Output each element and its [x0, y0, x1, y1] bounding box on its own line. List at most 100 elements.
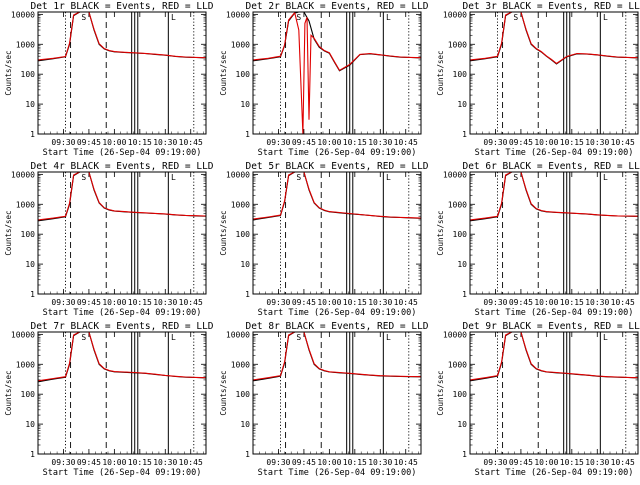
x-tick-label: 09:30	[51, 458, 75, 467]
y-tick-label: 10000	[443, 10, 467, 19]
x-tick-label: 09:45	[292, 138, 316, 147]
x-tick-label: 09:30	[51, 298, 75, 307]
x-tick-label: 10:30	[368, 458, 392, 467]
y-tick-label: 1000	[448, 360, 467, 369]
series-line-lld	[470, 12, 638, 65]
x-tick-label: 09:30	[266, 298, 290, 307]
chart-plot-area	[253, 12, 421, 134]
x-axis-label: Start Time (26-Sep-04 09:19:00)	[475, 468, 634, 478]
x-tick-label: 10:15	[560, 458, 584, 467]
x-tick-label: 10:15	[343, 298, 367, 307]
series-line-events	[470, 172, 638, 222]
flag-label-l: L	[386, 333, 391, 342]
y-tick-label: 100	[236, 70, 251, 79]
y-tick-label: 10	[457, 420, 467, 429]
y-tick-label: 10	[240, 100, 250, 109]
y-tick-label: 10000	[443, 170, 467, 179]
x-axis-label: Start Time (26-Sep-04 09:19:00)	[43, 148, 202, 158]
y-tick-label: 10	[457, 260, 467, 269]
series-line-lld	[470, 172, 638, 221]
flag-label-s: S	[296, 333, 301, 342]
x-tick-label: 09:30	[483, 138, 507, 147]
plot-frame	[469, 331, 639, 455]
chart-panel: Det 9r BLACK = Events, RED = LLD 1 10 100 10…	[436, 321, 640, 478]
y-tick-label: 1	[245, 450, 250, 459]
y-tick-label: 100	[236, 230, 251, 239]
flag-label-l: L	[171, 13, 176, 22]
y-tick-label: 10	[457, 100, 467, 109]
series-line-lld	[470, 332, 638, 381]
x-axis-label: Start Time (26-Sep-04 09:19:00)	[43, 468, 202, 478]
x-tick-label: 10:15	[560, 298, 584, 307]
x-tick-label: 10:15	[343, 458, 367, 467]
series-line-events	[253, 332, 421, 382]
x-tick-label: 10:30	[153, 138, 177, 147]
y-tick-label: 100	[236, 390, 251, 399]
chart-title: Det 1r BLACK = Events, RED = LLD	[30, 1, 213, 12]
x-tick-label: 10:30	[368, 298, 392, 307]
x-tick-label: 10:45	[611, 458, 635, 467]
chart-plot-area	[38, 12, 206, 134]
x-tick-label: 10:45	[394, 138, 418, 147]
chart-title: Det 7r BLACK = Events, RED = LLD	[30, 321, 213, 332]
y-tick-label: 10	[240, 260, 250, 269]
y-axis-label: Counts/sec	[219, 210, 228, 255]
x-axis-label: Start Time (26-Sep-04 09:19:00)	[475, 148, 634, 158]
flag-label-s: S	[513, 333, 518, 342]
y-tick-label: 1000	[16, 200, 35, 209]
chart-title: Det 5r BLACK = Events, RED = LLD	[245, 161, 428, 172]
chart-panel: Det 4r BLACK = Events, RED = LLD 1 10 100 10…	[4, 161, 214, 318]
chart-plot-area	[253, 332, 421, 454]
chart-title: Det 8r BLACK = Events, RED = LLD	[245, 321, 428, 332]
y-tick-label: 1000	[231, 200, 250, 209]
plot-frame	[469, 171, 639, 295]
x-tick-label: 10:30	[585, 458, 609, 467]
chart-plot-area	[470, 332, 638, 454]
series-line-events	[38, 172, 206, 222]
plot-frame	[37, 11, 207, 135]
y-tick-label: 1000	[16, 360, 35, 369]
x-tick-label: 10:00	[534, 458, 558, 467]
y-axis-label: Counts/sec	[219, 50, 228, 95]
y-tick-label: 1000	[448, 40, 467, 49]
flag-label-s: S	[81, 333, 86, 342]
y-tick-label: 100	[21, 390, 36, 399]
x-tick-label: 10:45	[394, 458, 418, 467]
y-axis-label: Counts/sec	[219, 370, 228, 415]
y-tick-label: 1	[245, 130, 250, 139]
y-tick-label: 10000	[11, 10, 35, 19]
x-tick-label: 10:15	[128, 138, 152, 147]
y-axis-label: Counts/sec	[4, 50, 13, 95]
y-tick-label: 100	[453, 70, 468, 79]
y-tick-label: 1	[462, 130, 467, 139]
x-tick-label: 09:45	[509, 298, 533, 307]
series-line-lld	[253, 12, 421, 134]
x-tick-label: 10:30	[585, 298, 609, 307]
chart-plot-area	[38, 332, 206, 454]
flag-label-s: S	[81, 13, 86, 22]
x-tick-label: 10:45	[611, 138, 635, 147]
y-tick-label: 10	[25, 100, 35, 109]
chart-plot-area	[470, 12, 638, 134]
chart-plot-area	[38, 172, 206, 294]
chart-panel: Det 2r BLACK = Events, RED = LLD 1 10 100 10…	[219, 1, 429, 158]
x-tick-label: 10:00	[534, 138, 558, 147]
y-axis-label: Counts/sec	[436, 370, 445, 415]
plot-frame	[252, 171, 422, 295]
y-tick-label: 1	[245, 290, 250, 299]
series-line-lld	[38, 332, 206, 382]
x-tick-label: 10:30	[153, 458, 177, 467]
y-tick-label: 1	[30, 450, 35, 459]
flag-label-s: S	[513, 173, 518, 182]
y-tick-label: 10000	[226, 10, 250, 19]
x-tick-label: 09:30	[266, 138, 290, 147]
chart-title: Det 9r BLACK = Events, RED = LLD	[462, 321, 640, 332]
x-tick-label: 09:30	[483, 458, 507, 467]
chart-plot-area	[253, 172, 421, 294]
x-tick-label: 10:00	[534, 298, 558, 307]
chart-panel: Det 7r BLACK = Events, RED = LLD 1 10 100 10…	[4, 321, 214, 478]
y-tick-label: 100	[453, 390, 468, 399]
x-axis-label: Start Time (26-Sep-04 09:19:00)	[258, 148, 417, 158]
